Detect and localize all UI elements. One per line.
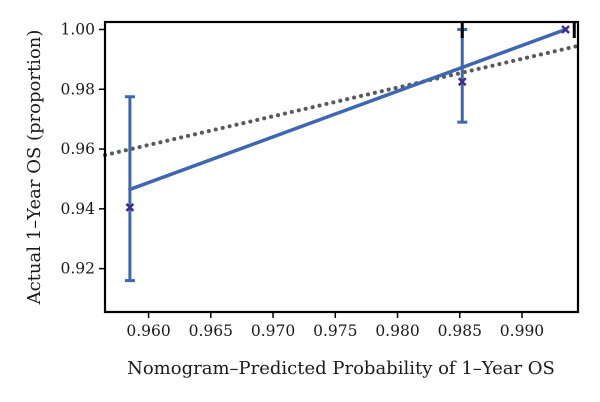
calibration-line xyxy=(128,27,568,192)
x-tick-label: 0.975 xyxy=(313,322,357,340)
plot-frame xyxy=(103,20,580,314)
observed-point-2 xyxy=(457,77,467,87)
x-axis-label: Nomogram–Predicted Probability of 1–Year… xyxy=(127,358,555,379)
y-tick-label: 0.92 xyxy=(60,260,95,278)
x-tick-label: 0.990 xyxy=(500,322,544,340)
y-tick-label: 1.00 xyxy=(60,20,95,38)
observed-point-3 xyxy=(561,25,570,34)
observed-point-stroke xyxy=(457,77,467,87)
x-tick-label: 0.985 xyxy=(438,322,482,340)
y-tick-label: 0.98 xyxy=(60,80,95,98)
y-tick-label: 0.94 xyxy=(60,200,95,218)
x-tick-label: 0.965 xyxy=(189,322,233,340)
observed-point-stroke xyxy=(125,202,135,212)
axes: 0.960 0.965 0.970 0.975 0.980 0.985 0.990 0.92 0… xyxy=(60,20,544,340)
observed-point-1 xyxy=(125,202,135,212)
x-tick-label: 0.960 xyxy=(126,322,170,340)
observed-point-stroke xyxy=(561,25,570,34)
reference-line xyxy=(103,43,580,158)
x-tick-label: 0.980 xyxy=(375,322,419,340)
plot-content xyxy=(103,22,580,283)
x-tick-label: 0.970 xyxy=(251,322,295,340)
y-axis-label: Actual 1–Year OS (proportion) xyxy=(24,30,45,306)
y-tick-label: 0.96 xyxy=(60,140,95,158)
